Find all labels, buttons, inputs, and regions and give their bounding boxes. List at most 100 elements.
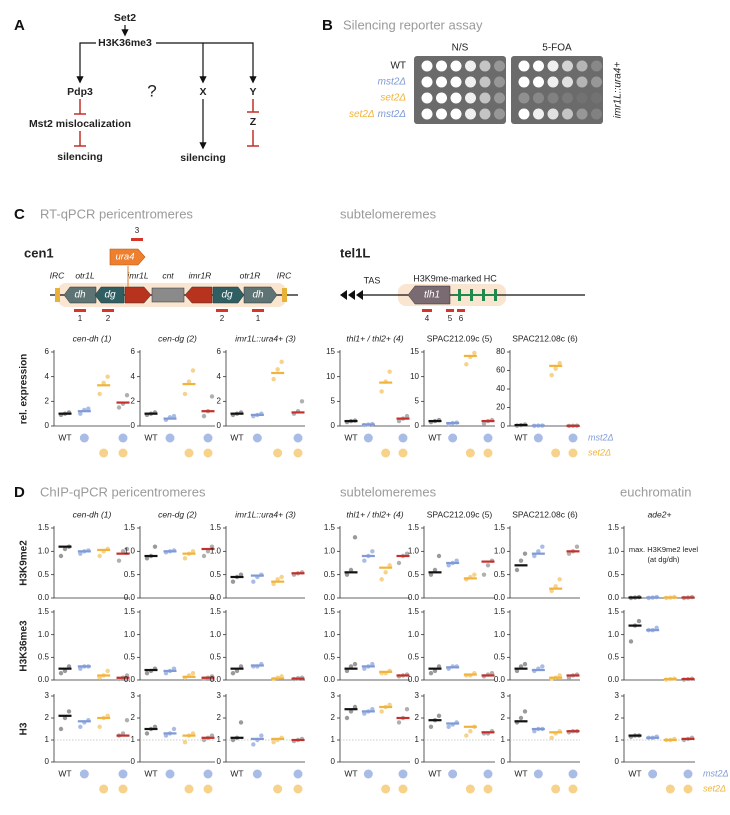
replicate-dot: [152, 544, 158, 549]
chart-title: cen-dg (2): [158, 333, 197, 343]
region-label: IRC: [277, 270, 293, 280]
y-tick-label: 0.0: [210, 675, 222, 684]
y-tick-label: 1.0: [408, 546, 420, 555]
repeat-label: dh: [74, 290, 86, 301]
replicate-dot: [472, 350, 477, 356]
replicate-dot: [144, 671, 150, 676]
replicate-dot: [557, 360, 562, 366]
genotype-dot: [203, 784, 213, 794]
genotype-dot: [252, 433, 262, 443]
irc-box: [55, 288, 60, 302]
replicate-dot: [66, 664, 72, 669]
axis: [225, 694, 305, 763]
colony-spot: [518, 60, 530, 72]
node: Z: [250, 116, 257, 128]
y-tick-label: 1.5: [408, 523, 420, 532]
replicate-dot: [518, 664, 524, 669]
legend-label: set2Δ: [703, 783, 726, 793]
y-tick-label: 0.0: [210, 593, 222, 602]
replicate-dot: [271, 581, 276, 587]
y-axis-label: H3: [19, 722, 30, 735]
colony-spot: [465, 92, 476, 104]
y-tick-label: 15: [326, 347, 335, 356]
primer: [216, 309, 228, 312]
genotype-dot: [165, 769, 175, 779]
replicate-dot: [101, 380, 106, 386]
panel-label: A: [14, 17, 25, 34]
primer-label: 2: [106, 314, 111, 323]
genotype-dot: [683, 769, 693, 779]
replicate-dot: [251, 742, 256, 747]
chart-title: SPAC212.09c (5): [427, 333, 493, 343]
replicate-dot: [481, 421, 487, 426]
colony-spot: [562, 108, 573, 120]
y-tick-label: 3: [415, 691, 420, 700]
x-tick-label: WT: [514, 432, 527, 442]
y-tick-label: 4: [45, 372, 50, 381]
replicate-dot: [549, 588, 554, 594]
y-tick-label: 3: [331, 691, 336, 700]
replicate-dot: [238, 572, 244, 577]
y-tick-label: 0: [131, 421, 136, 430]
replicate-dot: [209, 733, 215, 738]
y-tick-label: 2: [501, 713, 506, 722]
y-tick-label: 0.0: [124, 675, 136, 684]
y-axis-label: H3K36me3: [19, 620, 30, 672]
y-tick-label: 2: [45, 396, 50, 405]
replicate-dot: [97, 675, 102, 680]
genotype-dot: [99, 784, 109, 794]
genotype-dot: [293, 784, 303, 794]
y-tick-label: 0: [331, 757, 336, 766]
y-tick-label: 0.5: [324, 570, 336, 579]
y-tick-label: 10: [326, 372, 335, 381]
y-tick-label: 1.5: [38, 523, 50, 532]
y-tick-label: 0: [45, 757, 50, 766]
replicate-dot: [120, 549, 126, 554]
primer: [252, 309, 264, 312]
strain-label-part: mst2Δ: [378, 109, 407, 120]
replicate-dot: [251, 579, 256, 584]
y-tick-label: 0: [415, 757, 420, 766]
y-tick-label: 2: [217, 396, 222, 405]
y-tick-label: 1.0: [324, 630, 336, 639]
replicate-dot: [428, 572, 434, 577]
colony-spot: [494, 92, 505, 104]
y-tick-label: 60: [496, 366, 505, 375]
panel-title: RT-qPCR pericentromeres: [40, 206, 193, 221]
region-label: IRC: [50, 270, 66, 280]
y-tick-label: 0.0: [408, 675, 420, 684]
replicate-dot: [124, 718, 130, 723]
colony-spot: [591, 92, 602, 104]
replicate-dot: [514, 567, 520, 573]
colony-spot: [479, 108, 491, 120]
strain-label: WT: [390, 61, 406, 72]
node: H3K36me3: [98, 37, 152, 49]
colony-spot: [562, 76, 573, 88]
axis: [339, 350, 410, 427]
y-tick-label: 0: [331, 421, 336, 430]
panel-label: B: [322, 17, 333, 34]
replicate-dot: [105, 668, 110, 674]
arrow: [76, 42, 96, 84]
primer: [422, 309, 432, 312]
y-tick-label: 0.5: [408, 652, 420, 661]
replicate-dot: [446, 724, 451, 729]
primer-label: 1: [78, 314, 83, 323]
replicate-dot: [404, 413, 410, 419]
replicate-dot: [171, 726, 177, 732]
genotype-dot: [483, 784, 493, 794]
axis: [623, 610, 695, 681]
colony-spot: [479, 92, 491, 104]
y-tick-label: 1.5: [324, 523, 336, 532]
locus-name: tel1L: [340, 245, 370, 260]
genotype-dot: [293, 448, 303, 458]
replicate-dot: [105, 374, 110, 379]
y-tick-label: 40: [496, 384, 505, 393]
region-label: TAS: [364, 275, 381, 285]
panel-subtitle: euchromatin: [620, 484, 692, 499]
replicate-dot: [348, 567, 354, 573]
replicate-dot: [78, 411, 83, 416]
panel-b: B Silencing reporter assay N/S 5-FOA WT …: [322, 17, 624, 124]
replicate-dot: [387, 369, 392, 374]
